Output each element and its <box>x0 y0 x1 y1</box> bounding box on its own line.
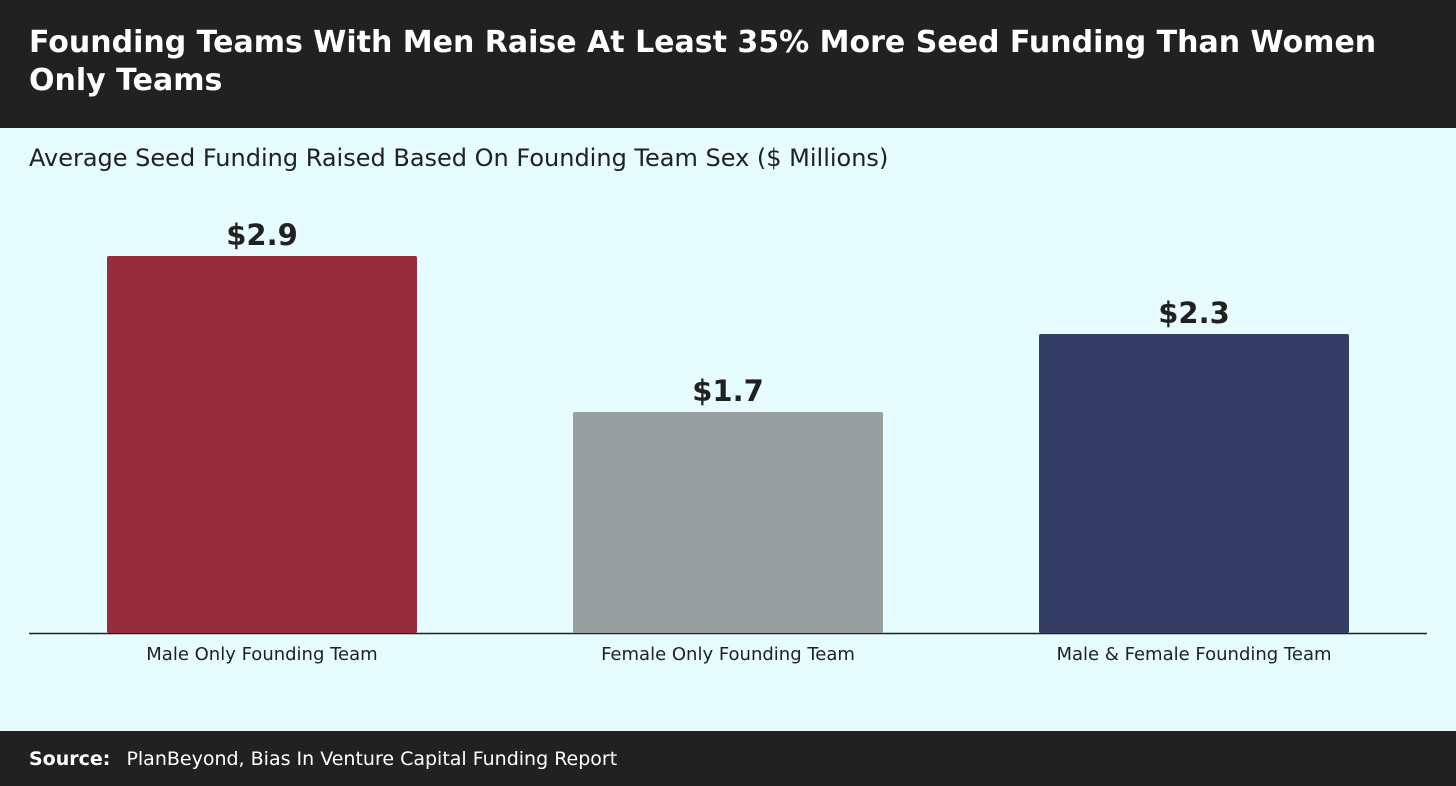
data-label-female-only-founding-team: $1.7 <box>692 374 764 408</box>
source-label: Source: <box>29 748 111 770</box>
bar-male-and-female-founding-team <box>1039 334 1349 633</box>
data-label-male-and-female-founding-team: $2.3 <box>1158 296 1230 330</box>
title-bar: Founding Teams With Men Raise At Least 3… <box>0 0 1456 128</box>
source-note: Source: PlanBeyond, Bias In Venture Capi… <box>29 747 617 771</box>
bar-female-only-founding-team <box>573 412 883 633</box>
category-label-female-only-founding-team: Female Only Founding Team <box>601 644 855 665</box>
bar-male-only-founding-team <box>107 256 417 633</box>
source-footer: Source: PlanBeyond, Bias In Venture Capi… <box>0 731 1456 786</box>
category-label-male-only-founding-team: Male Only Founding Team <box>146 644 377 665</box>
source-text: PlanBeyond, Bias In Venture Capital Fund… <box>126 748 618 770</box>
chart-title: Founding Teams With Men Raise At Least 3… <box>29 25 1377 98</box>
category-label-male-and-female-founding-team: Male & Female Founding Team <box>1056 644 1331 665</box>
bar-chart: $2.9 Male Only Founding Team $1.7 Female On… <box>29 218 1427 665</box>
chart-subtitle: Average Seed Funding Raised Based On Fou… <box>29 144 889 172</box>
data-label-male-only-founding-team: $2.9 <box>226 218 298 252</box>
